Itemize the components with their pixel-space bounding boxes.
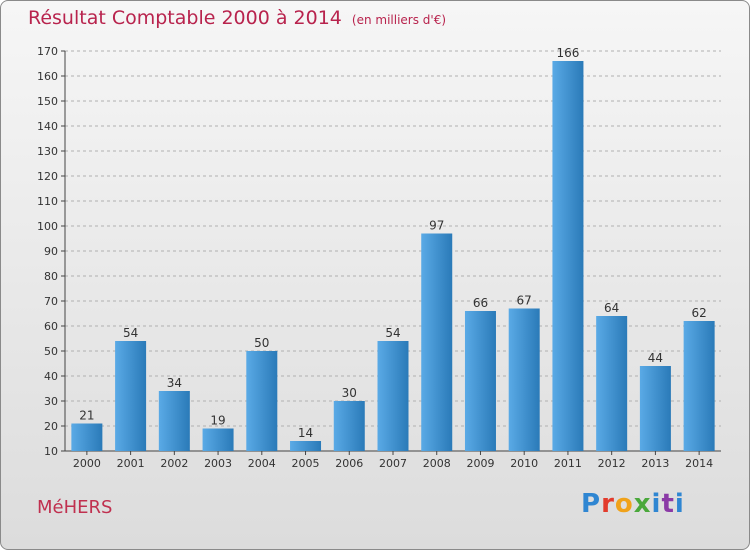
y-tick-label: 120 [37, 170, 58, 183]
y-tick-label: 140 [37, 120, 58, 133]
x-tick-label-2008: 2008 [423, 457, 451, 470]
bar-2008 [421, 233, 453, 451]
y-tick-label: 50 [44, 345, 58, 358]
value-label-2008: 97 [429, 219, 444, 233]
x-tick-label-2009: 2009 [466, 457, 494, 470]
y-tick-label: 70 [44, 295, 58, 308]
x-tick-label-2011: 2011 [554, 457, 582, 470]
y-tick-label: 10 [44, 445, 58, 458]
bar-2003 [202, 428, 234, 451]
bar-2005 [290, 441, 322, 451]
proxiti-logo: Proxiti [581, 489, 685, 519]
chart-title-text: Résultat Comptable 2000 à 2014 [28, 7, 342, 29]
y-tick-label: 160 [37, 70, 58, 83]
y-tick-label: 130 [37, 145, 58, 158]
y-tick-label: 100 [37, 220, 58, 233]
value-label-2005: 14 [298, 426, 313, 440]
chart-title: Résultat Comptable 2000 à 2014 (en millie… [28, 7, 446, 29]
value-label-2012: 64 [604, 301, 619, 315]
value-label-2000: 21 [79, 409, 94, 423]
value-label-2002: 34 [167, 376, 182, 390]
y-tick-label: 90 [44, 245, 58, 258]
y-tick-labels: 10 20 30 40 50 60 70 80 90 100 110 120 130 140 150 160 1… [37, 45, 58, 458]
value-label-2003: 19 [210, 414, 225, 428]
bar-2007 [377, 341, 409, 451]
x-tick-label-2002: 2002 [160, 457, 188, 470]
x-tick-label-2003: 2003 [204, 457, 232, 470]
bar-2009 [464, 311, 496, 451]
x-tick-label-2007: 2007 [379, 457, 407, 470]
x-tick-label-2014: 2014 [685, 457, 713, 470]
value-label-2004: 50 [254, 336, 269, 350]
x-tick-label-2013: 2013 [641, 457, 669, 470]
x-tick-label-2000: 2000 [73, 457, 101, 470]
bar-2004 [246, 351, 278, 451]
y-tick-label: 40 [44, 370, 58, 383]
data-labels: 21 54 34 19 50 14 30 54 97 66 67 166 64 44 62 [79, 46, 707, 440]
x-tick-labels: 2000 2001 2002 2003 2004 2005 2006 2007 2008 2009… [73, 457, 713, 470]
value-label-2010: 67 [517, 294, 532, 308]
value-label-2007: 54 [385, 326, 400, 340]
y-tick-label: 150 [37, 95, 58, 108]
chart-subtitle: (en milliers d'€) [351, 13, 447, 27]
x-tick-label-2012: 2012 [598, 457, 626, 470]
x-tick-label-2005: 2005 [292, 457, 320, 470]
bar-2002 [158, 391, 190, 451]
y-tick-label: 60 [44, 320, 58, 333]
bar-2010 [508, 308, 540, 451]
bar-2013 [639, 366, 671, 451]
value-label-2009: 66 [473, 296, 488, 310]
bar-2001 [115, 341, 147, 451]
value-label-2006: 30 [342, 386, 357, 400]
value-label-2001: 54 [123, 326, 138, 340]
bar-2011 [552, 61, 584, 451]
y-tick-label: 170 [37, 45, 58, 58]
bar-2000 [71, 423, 103, 451]
x-tick-label-2001: 2001 [117, 457, 145, 470]
y-tick-label: 110 [37, 195, 58, 208]
bar-2012 [596, 316, 628, 451]
bar-2006 [333, 401, 365, 451]
bar-2014 [683, 321, 715, 451]
x-tick-label-2006: 2006 [335, 457, 363, 470]
value-label-2013: 44 [648, 351, 663, 365]
y-tick-label: 80 [44, 270, 58, 283]
value-label-2011: 166 [556, 46, 579, 60]
bars [71, 61, 715, 451]
x-tick-label-2004: 2004 [248, 457, 276, 470]
x-tick-label-2010: 2010 [510, 457, 538, 470]
y-tick-label: 30 [44, 395, 58, 408]
value-label-2014: 62 [691, 306, 706, 320]
y-tick-label: 20 [44, 420, 58, 433]
commune-name: MéHERS [37, 497, 113, 518]
